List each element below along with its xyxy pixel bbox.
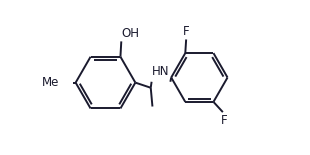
Text: OH: OH	[122, 27, 140, 40]
Text: HN: HN	[152, 65, 170, 78]
Text: F: F	[221, 114, 228, 127]
Text: Me: Me	[42, 76, 60, 89]
Text: F: F	[183, 25, 189, 38]
